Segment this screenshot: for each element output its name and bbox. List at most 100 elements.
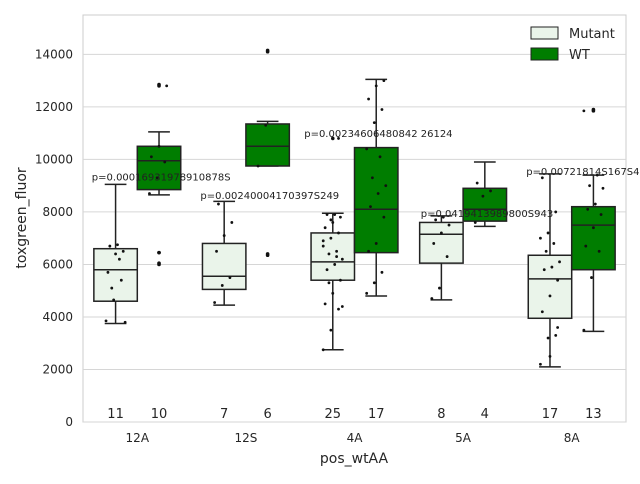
p-value-annotation: p=0.00240004170397S249 [200, 191, 339, 202]
box-body [245, 123, 291, 167]
data-point [331, 221, 335, 224]
data-point [165, 84, 169, 88]
data-point [112, 298, 116, 302]
data-point [339, 215, 342, 219]
y-tick-label: 14000 [35, 47, 73, 61]
data-point [592, 226, 595, 230]
data-point [601, 186, 605, 190]
data-point [544, 249, 548, 253]
count-label-mutant: 25 [325, 407, 342, 422]
data-point [367, 249, 370, 253]
data-point [365, 147, 369, 151]
data-point [590, 276, 593, 279]
data-point [114, 252, 117, 256]
data-point [220, 284, 224, 287]
p-value-annotation: p=0.0419413989800S943 [421, 209, 553, 220]
data-point [473, 221, 477, 224]
box-body [353, 146, 399, 254]
data-point [333, 263, 337, 266]
data-point [434, 218, 438, 222]
data-point [593, 202, 597, 206]
data-point [163, 160, 167, 164]
data-point [378, 155, 382, 159]
y-tick-label: 2000 [42, 362, 73, 376]
y-tick-label: 6000 [42, 257, 73, 271]
data-point [256, 164, 260, 168]
box-body [418, 221, 464, 264]
data-point [325, 213, 329, 216]
data-point [116, 243, 119, 247]
legend: Mutant WT [530, 26, 615, 63]
data-point [321, 239, 325, 243]
data-point [333, 213, 337, 216]
data-point [588, 184, 591, 188]
data-point [323, 302, 327, 306]
data-point [337, 137, 340, 140]
data-point [340, 257, 344, 261]
data-point [213, 301, 217, 304]
data-point [540, 310, 544, 314]
data-point [110, 286, 114, 290]
box-mutant-12S [201, 200, 247, 306]
data-point [325, 268, 329, 272]
data-point [475, 181, 479, 185]
data-point [104, 319, 108, 323]
data-point [597, 249, 601, 253]
legend-swatch-wt [530, 47, 559, 61]
data-point [599, 213, 603, 216]
data-point [552, 242, 556, 245]
data-point [542, 268, 546, 272]
data-point [539, 362, 542, 366]
data-point [367, 97, 370, 101]
box-mutant-4A [310, 136, 356, 352]
box-body [310, 232, 356, 281]
data-point [556, 326, 560, 329]
data-point [327, 281, 331, 285]
data-point [121, 249, 125, 253]
data-point [329, 328, 333, 332]
box-body [462, 187, 508, 222]
outlier-point [265, 48, 270, 53]
count-label-wt: 4 [481, 407, 489, 422]
legend-swatch-mutant [530, 26, 559, 40]
data-point [380, 108, 384, 111]
data-point [582, 328, 586, 332]
y-axis-label: toxgreen_fluor [14, 167, 30, 269]
data-point [370, 176, 374, 180]
box-body [201, 242, 247, 291]
data-point [430, 297, 434, 300]
y-tick-labels: 0 2000 4000 6000 8000 10000 12000 14000 [35, 47, 73, 429]
p-value-annotations: p=0.00016931978910878S p=0.00240004170397… [92, 129, 640, 220]
data-point [337, 231, 340, 235]
data-point [489, 189, 492, 193]
y-tick-label: 4000 [42, 310, 73, 324]
x-tick-label: 4A [347, 431, 364, 445]
box-body [136, 145, 182, 191]
data-point [337, 307, 340, 311]
data-point [222, 234, 226, 237]
data-point [339, 278, 342, 282]
data-point [584, 244, 588, 248]
data-point [157, 144, 161, 148]
data-point [331, 291, 335, 295]
data-point [439, 231, 443, 235]
data-point [539, 236, 542, 240]
data-point [340, 305, 344, 308]
data-point [548, 354, 552, 358]
data-point [586, 207, 590, 211]
data-point [329, 218, 333, 222]
data-point [327, 252, 331, 256]
legend-label-wt: WT [569, 48, 590, 63]
data-point [365, 291, 369, 295]
x-tick-label: 12A [126, 431, 150, 445]
outlier-point [157, 250, 161, 255]
data-point [546, 336, 550, 340]
p-value-annotation: p=0.00721814S167S40273 [526, 167, 640, 178]
y-tick-label: 8000 [42, 205, 73, 219]
box-body [93, 247, 139, 302]
count-label-mutant: 8 [437, 407, 445, 422]
data-point [148, 192, 151, 195]
data-point [321, 244, 325, 248]
box-body [570, 205, 616, 271]
